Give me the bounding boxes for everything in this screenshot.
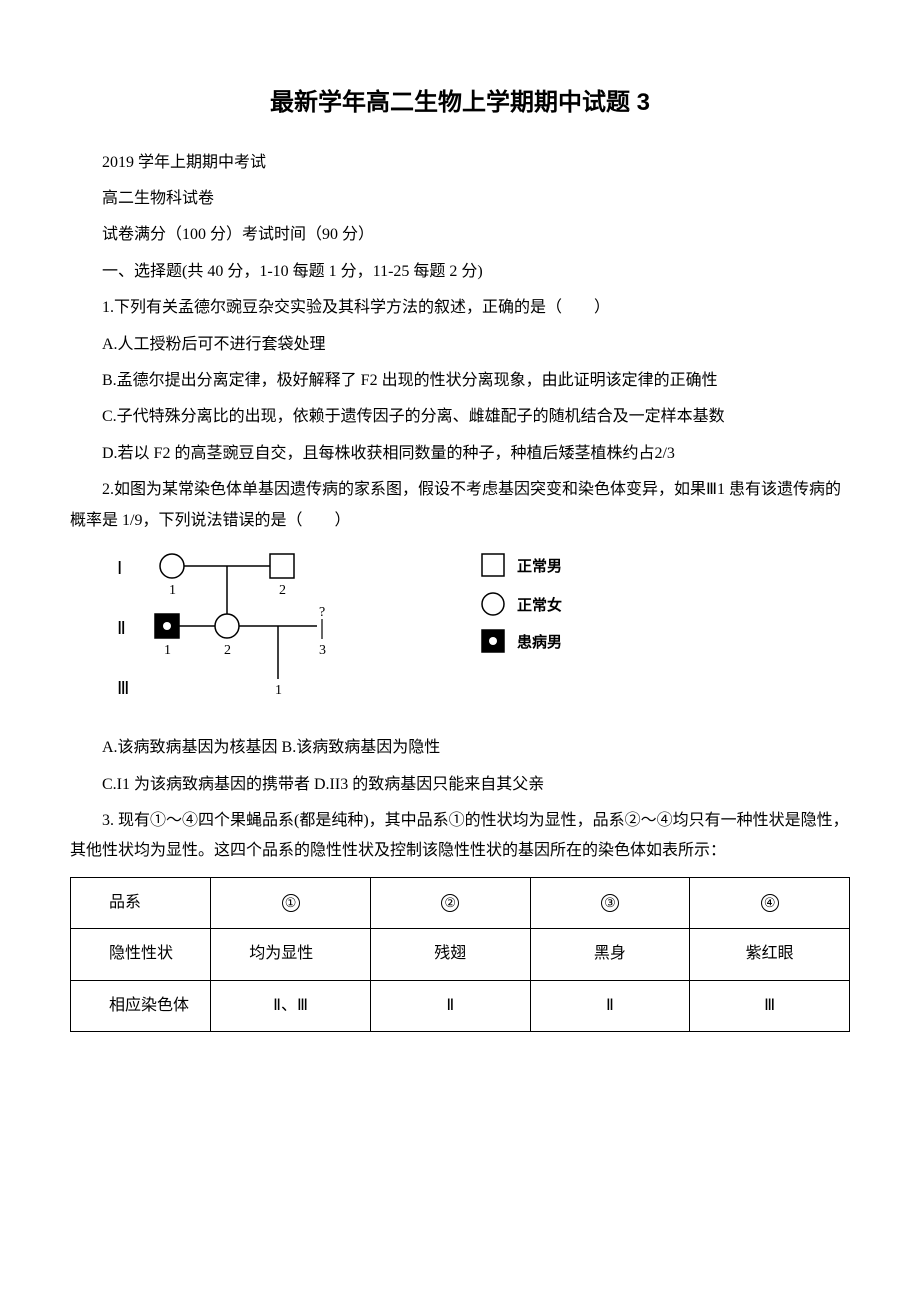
circled-2: ② [441,894,459,912]
th-3: ③ [530,877,690,928]
ii1-affmale-dot [163,622,171,630]
table-row: 隐性性状 均为显性 残翅 黑身 紫红眼 [71,929,850,980]
q1-opt-d: D.若以 F2 的高茎豌豆自交，且每株收获相同数量的种子，种植后矮茎植株约占2/… [70,439,850,469]
legend-female-icon [482,593,504,615]
th-2: ② [370,877,530,928]
r2-c1: Ⅱ、Ⅲ [211,980,371,1031]
th-strain: 品系 [71,877,211,928]
pedigree-svg: Ⅰ 1 2 Ⅱ 1 2 ? 3 Ⅲ 1 正常男 [102,544,682,714]
ii3-qmark: ? [319,605,325,620]
q2-stem: 2.如图为某常染色体单基因遗传病的家系图，假设不考虑基因突变和染色体变异，如果Ⅲ… [70,475,850,536]
r1-c4: 紫红眼 [690,929,850,980]
q1-opt-a: A.人工授粉后可不进行套袋处理 [70,330,850,360]
exam-subject: 高二生物科试卷 [70,184,850,214]
legend-female-label: 正常女 [517,596,562,614]
table-row: 品系 ① ② ③ ④ [71,877,850,928]
exam-year: 2019 学年上期期中考试 [70,148,850,178]
section-header: 一、选择题(共 40 分，1-10 每题 1 分，11-25 每题 2 分) [70,257,850,287]
iii1-num: 1 [275,683,282,698]
q2-opt-ab: A.该病致病基因为核基因 B.该病致病基因为隐性 [70,733,850,763]
gen-1-label: Ⅰ [117,558,122,578]
r1-c3: 黑身 [530,929,690,980]
circled-1: ① [282,894,300,912]
gen-2-label: Ⅱ [117,618,126,638]
r2-c4: Ⅲ [690,980,850,1031]
r1-c1: 均为显性 [211,929,371,980]
i1-female-icon [160,554,184,578]
r2-c2: Ⅱ [370,980,530,1031]
q1-stem: 1.下列有关孟德尔豌豆杂交实验及其科学方法的叙述，正确的是（ ） [70,293,850,323]
exam-info: 试卷满分（100 分）考试时间（90 分） [70,220,850,250]
r2-label: 相应染色体 [71,980,211,1031]
r1-label: 隐性性状 [71,929,211,980]
th-4: ④ [690,877,850,928]
legend-male-icon [482,554,504,576]
i2-male-icon [270,554,294,578]
circled-3: ③ [601,894,619,912]
legend-affmale-label: 患病男 [517,633,562,651]
table-row: 相应染色体 Ⅱ、Ⅲ Ⅱ Ⅱ Ⅲ [71,980,850,1031]
q1-opt-b: B.孟德尔提出分离定律，极好解释了 F2 出现的性状分离现象，由此证明该定律的正… [70,366,850,396]
pedigree-figure: Ⅰ 1 2 Ⅱ 1 2 ? 3 Ⅲ 1 正常男 [102,544,850,725]
i2-num: 2 [279,583,286,598]
th-1: ① [211,877,371,928]
legend-affmale-dot [489,637,497,645]
strain-table: 品系 ① ② ③ ④ 隐性性状 均为显性 残翅 黑身 紫红眼 相应染色体 Ⅱ、Ⅲ… [70,877,850,1032]
r2-c3: Ⅱ [530,980,690,1031]
ii2-num: 2 [224,643,231,658]
circled-4: ④ [761,894,779,912]
legend-male-label: 正常男 [517,557,562,575]
i1-num: 1 [169,583,176,598]
gen-3-label: Ⅲ [117,678,129,698]
q1-opt-c: C.子代特殊分离比的出现，依赖于遗传因子的分离、雌雄配子的随机结合及一定样本基数 [70,402,850,432]
q3-stem: 3. 现有①～④四个果蝇品系(都是纯种)，其中品系①的性状均为显性，品系②～④均… [70,806,850,867]
ii2-female-icon [215,614,239,638]
ii3-num: 3 [319,643,326,658]
r1-c2: 残翅 [370,929,530,980]
page-title: 最新学年高二生物上学期期中试题 3 [70,80,850,126]
q2-opt-cd: C.I1 为该病致病基因的携带者 D.II3 的致病基因只能来自其父亲 [70,770,850,800]
ii1-num: 1 [164,643,171,658]
